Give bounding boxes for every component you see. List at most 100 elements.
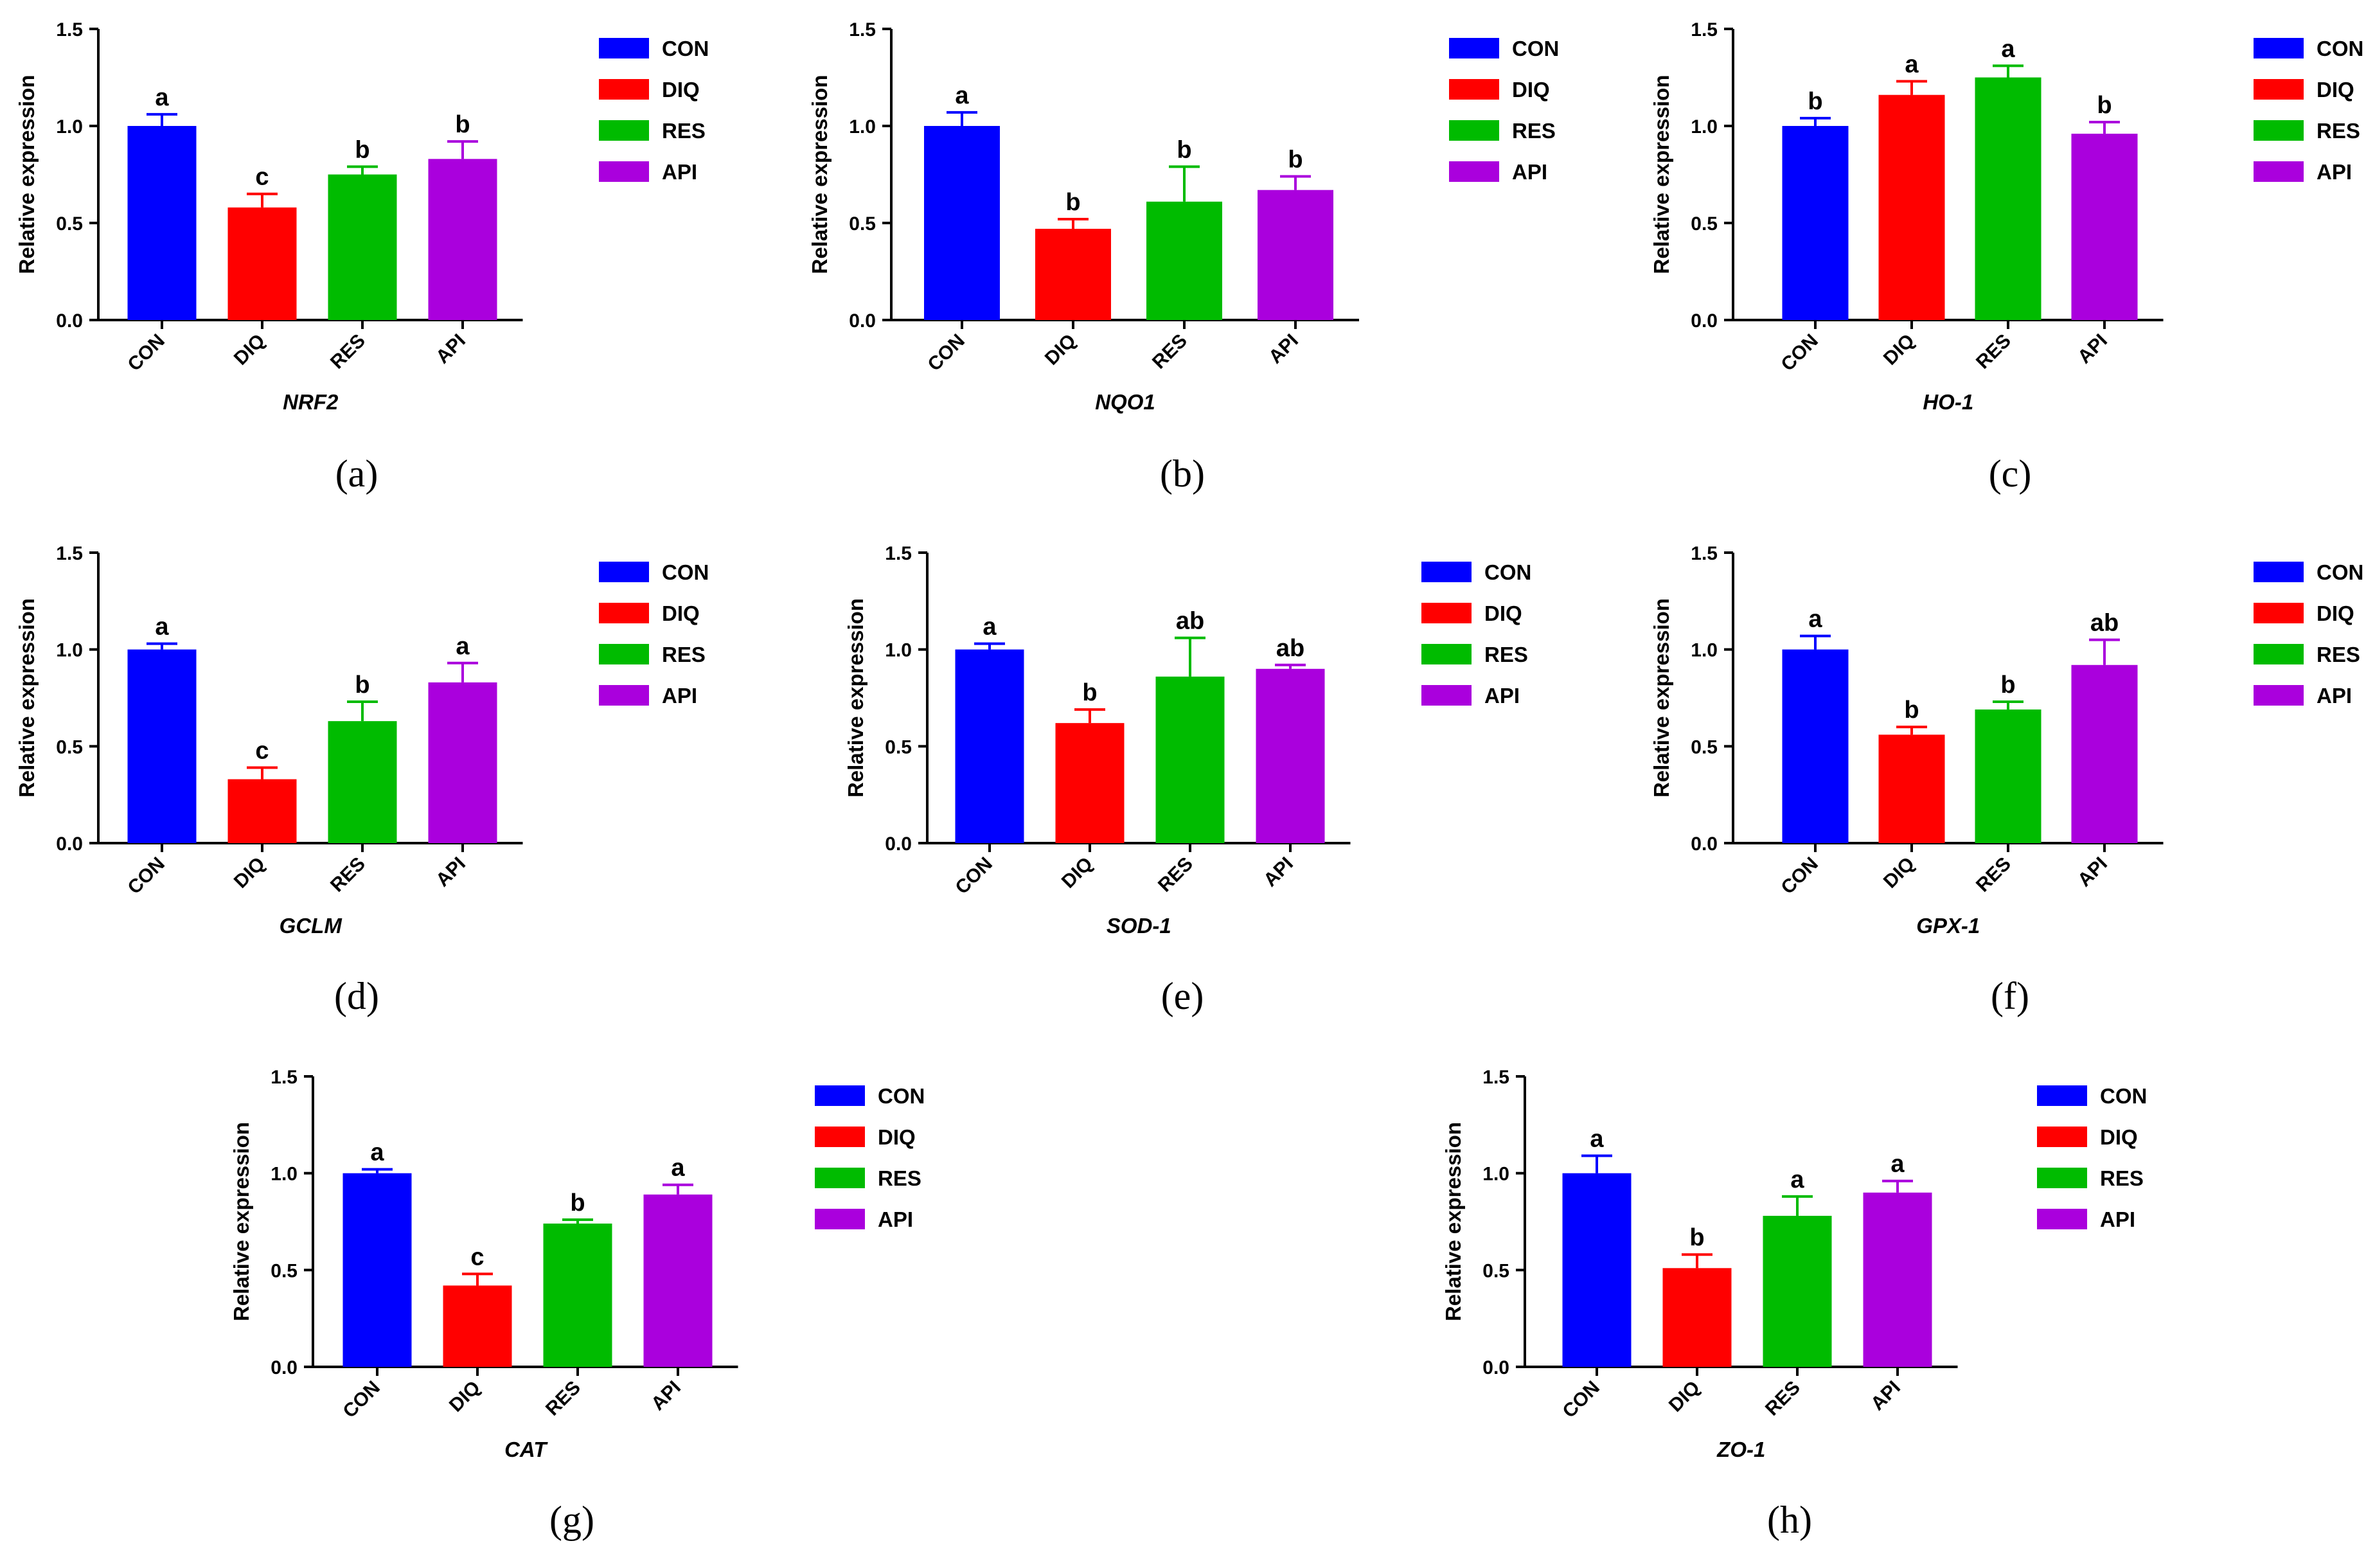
- significance-label: b: [1904, 697, 1919, 724]
- significance-label: a: [1590, 1126, 1604, 1153]
- x-axis-label: GCLM: [280, 914, 343, 938]
- x-axis-label: NRF2: [283, 390, 339, 414]
- significance-label: b: [1808, 88, 1822, 115]
- bar-api: [643, 1194, 713, 1367]
- legend-swatch-api: [815, 1209, 865, 1229]
- significance-label: b: [1082, 679, 1097, 706]
- bar-con: [955, 649, 1024, 843]
- significance-label: a: [1890, 1151, 1905, 1178]
- legend-swatch-api: [1449, 161, 1499, 182]
- y-axis-label: Relative expression: [1441, 1122, 1465, 1321]
- y-tick-label: 1.5: [271, 1067, 298, 1088]
- x-tick-label: RES: [326, 853, 369, 896]
- legend: CON DIQ RES API: [1421, 560, 1531, 708]
- bar-res: [1763, 1215, 1832, 1367]
- legend-label: CON: [2317, 37, 2363, 60]
- panel-label: (g): [549, 1499, 594, 1541]
- legend-swatch-res: [815, 1168, 865, 1188]
- legend-label: RES: [2317, 119, 2360, 143]
- y-axis-label: Relative expression: [1650, 75, 1673, 274]
- bar-diq: [1055, 723, 1125, 843]
- legend-label: CON: [2100, 1084, 2147, 1108]
- bar-res: [1155, 676, 1225, 843]
- legend-swatch-api: [1421, 685, 1472, 706]
- legend: CON DIQ RES API: [599, 37, 709, 184]
- bar-api: [2071, 664, 2138, 843]
- panel-label: (c): [1989, 452, 2032, 495]
- y-tick-label: 1.0: [56, 640, 83, 661]
- bar-con: [1782, 649, 1849, 843]
- significance-label: a: [955, 82, 969, 109]
- significance-label: a: [983, 614, 997, 641]
- legend-swatch-res: [2254, 120, 2304, 141]
- x-tick-label: RES: [1761, 1377, 1804, 1420]
- chart-panel-8: 0.0 0.5 1.0 1.5 Relative expression a CON b DIQ a…: [1441, 1067, 2147, 1541]
- significance-label: a: [155, 84, 169, 111]
- significance-label: b: [570, 1189, 585, 1216]
- legend-label: DIQ: [2100, 1125, 2138, 1149]
- legend-label: DIQ: [1484, 601, 1522, 625]
- y-tick-label: 1.0: [1482, 1164, 1509, 1185]
- x-axis-label: CAT: [504, 1438, 548, 1461]
- y-axis-label: Relative expression: [229, 1122, 253, 1321]
- y-tick-label: 0.0: [849, 310, 876, 332]
- x-tick-label: API: [2074, 853, 2112, 891]
- y-axis-label: Relative expression: [844, 598, 867, 797]
- legend-label: DIQ: [662, 601, 700, 625]
- legend-label: RES: [662, 119, 706, 143]
- legend-label: CON: [2317, 560, 2363, 584]
- y-tick-label: 0.0: [1482, 1357, 1509, 1378]
- legend-label: RES: [1512, 119, 1556, 143]
- x-tick-label: CON: [1777, 330, 1822, 375]
- x-axis-label: NQO1: [1095, 390, 1155, 414]
- x-tick-label: API: [1265, 330, 1303, 368]
- significance-label: c: [470, 1243, 484, 1270]
- legend-label: DIQ: [878, 1125, 916, 1149]
- x-tick-label: RES: [542, 1377, 585, 1420]
- y-tick-label: 1.5: [56, 543, 83, 564]
- x-axis-label: ZO-1: [1716, 1438, 1765, 1461]
- legend-swatch-diq: [815, 1127, 865, 1147]
- y-tick-label: 0.0: [56, 310, 83, 332]
- x-tick-label: API: [1867, 1377, 1905, 1415]
- y-tick-label: 1.0: [885, 640, 912, 661]
- significance-label: b: [455, 111, 470, 138]
- significance-label: a: [456, 633, 470, 660]
- y-tick-label: 0.0: [1691, 833, 1718, 855]
- x-tick-label: RES: [1154, 853, 1197, 896]
- legend: CON DIQ RES API: [599, 560, 709, 708]
- legend-swatch-res: [2037, 1168, 2087, 1188]
- chart-panel-2: 0.0 0.5 1.0 1.5 Relative expression a CON b DIQ b…: [808, 19, 1559, 495]
- bar-diq: [1878, 735, 1945, 843]
- x-axis-label: HO-1: [1923, 390, 1973, 414]
- y-tick-label: 1.5: [1691, 19, 1718, 40]
- legend-label: CON: [878, 1084, 925, 1108]
- x-tick-label: RES: [1148, 330, 1191, 373]
- legend: CON DIQ RES API: [815, 1084, 925, 1231]
- legend-label: API: [1512, 160, 1547, 184]
- bar-api: [1256, 668, 1325, 843]
- panel-label: (f): [1991, 975, 2029, 1017]
- x-tick-label: API: [2074, 330, 2112, 368]
- bar-diq: [1878, 94, 1945, 320]
- y-tick-label: 1.5: [1691, 543, 1718, 564]
- legend-label: DIQ: [2317, 78, 2354, 102]
- panel-label: (h): [1767, 1499, 1812, 1541]
- bar-con: [1562, 1173, 1632, 1367]
- x-tick-label: RES: [1972, 330, 2015, 373]
- panel-label: (b): [1160, 452, 1205, 495]
- y-tick-label: 0.0: [1691, 310, 1718, 332]
- x-tick-label: RES: [326, 330, 369, 373]
- y-axis-label: Relative expression: [15, 75, 39, 274]
- x-tick-label: DIQ: [1058, 853, 1097, 893]
- legend-label: API: [662, 160, 697, 184]
- y-axis-label: Relative expression: [1650, 598, 1673, 797]
- significance-label: c: [255, 164, 269, 191]
- bar-res: [543, 1224, 612, 1367]
- bar-con: [127, 649, 197, 843]
- legend-swatch-diq: [1449, 79, 1499, 100]
- legend-swatch-api: [599, 685, 649, 706]
- x-tick-label: DIQ: [230, 330, 269, 370]
- x-tick-label: CON: [123, 330, 168, 375]
- legend-label: RES: [1484, 643, 1528, 666]
